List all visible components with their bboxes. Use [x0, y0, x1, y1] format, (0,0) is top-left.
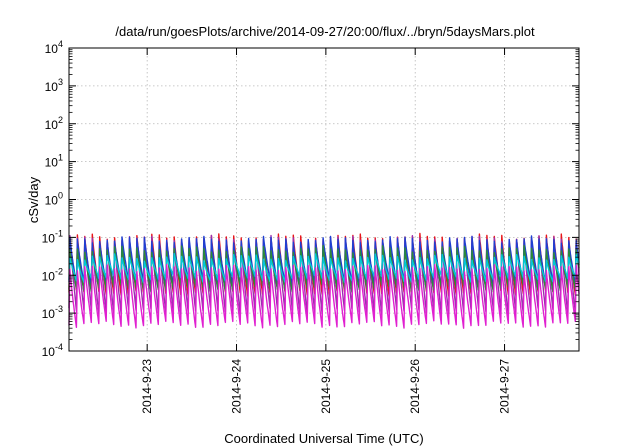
- x-tick-label: 2014-9-23: [140, 359, 154, 414]
- y-tick-label: 10-3: [42, 304, 63, 321]
- x-tick-label: 2014-9-27: [498, 359, 512, 414]
- y-tick-label: 10-1: [42, 228, 63, 245]
- series-line: [68, 264, 580, 329]
- chart-title: /data/run/goesPlots/archive/2014-09-27/2…: [115, 24, 535, 39]
- y-tick-label: 100: [45, 191, 63, 208]
- y-tick-label: 10-4: [42, 342, 63, 359]
- y-axis-label: cSv/day: [26, 176, 41, 223]
- y-tick-label: 10-2: [42, 266, 63, 283]
- x-tick-label: 2014-9-26: [408, 359, 422, 414]
- y-axis: 10-4 10-3 10-2 10-1 100 101 102 103 104: [42, 39, 579, 359]
- x-tick-label: 2014-9-25: [319, 359, 333, 414]
- grid: [69, 48, 579, 351]
- series-group: [68, 232, 580, 329]
- x-axis-label: Coordinated Universal Time (UTC): [224, 431, 423, 446]
- y-tick-label: 104: [45, 39, 63, 56]
- x-tick-label: 2014-9-24: [230, 359, 244, 414]
- series-line: [68, 252, 580, 284]
- y-tick-label: 101: [45, 153, 63, 170]
- y-tick-label: 102: [45, 115, 63, 132]
- y-tick-label: 103: [45, 77, 63, 94]
- x-axis: 2014-9-23 2014-9-24 2014-9-25 2014-9-26 2014…: [140, 48, 512, 414]
